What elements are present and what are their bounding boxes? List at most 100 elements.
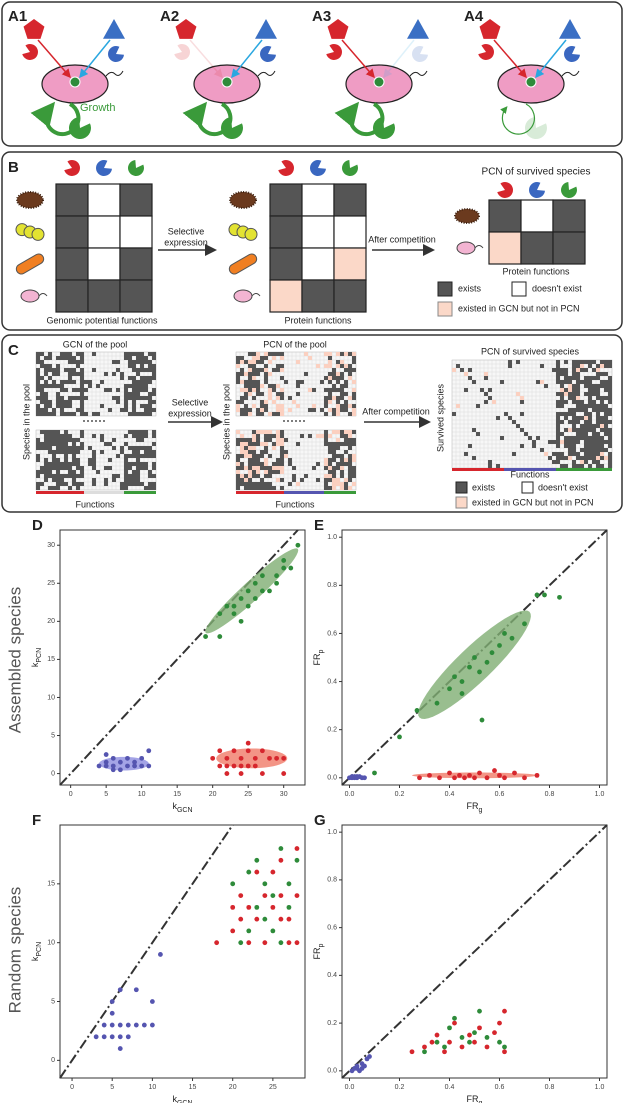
ellipsis-dot [299, 420, 301, 422]
organism [454, 208, 480, 224]
point [489, 650, 495, 656]
point [117, 1022, 123, 1028]
x-axis-title-sub: g [479, 807, 483, 814]
point [132, 759, 137, 765]
point [238, 596, 244, 601]
y-axis-title-sub: PCN [36, 942, 43, 957]
y-tick-label: 5 [51, 998, 55, 1005]
y-axis-title: kPCN [30, 648, 42, 667]
point [484, 659, 490, 665]
x-tick-label: 30 [280, 791, 288, 798]
block-title: PCN of the pool [263, 339, 327, 349]
axis-title: Species in the pool [21, 384, 31, 460]
point [477, 1008, 482, 1014]
point [281, 755, 287, 761]
y-axis-title-sub: p [318, 943, 325, 947]
point [434, 1032, 440, 1038]
point [417, 775, 422, 781]
point [231, 603, 237, 609]
point [467, 664, 472, 670]
flagellum [105, 70, 124, 77]
x-axis-title: kGCN [172, 1094, 192, 1103]
y-tick-label: 30 [47, 542, 55, 549]
point [477, 1025, 482, 1031]
point [109, 999, 115, 1004]
x-tick-label: 15 [189, 1084, 197, 1091]
x-tick-label: 0.8 [545, 1084, 555, 1091]
y-axis-title-main: k [30, 662, 40, 667]
x-tick-label: 0.6 [495, 791, 505, 798]
point [231, 748, 237, 754]
function-bar [236, 491, 284, 494]
panel-a-frame [1, 1, 623, 147]
point [252, 755, 258, 761]
point [477, 770, 482, 776]
identity-line [59, 824, 234, 1079]
point [354, 1063, 360, 1069]
y-tick-label: 0 [51, 1057, 55, 1064]
y-tick-label: 0.0 [327, 1068, 337, 1075]
panel-c-frame [1, 334, 623, 513]
organism [38, 293, 48, 297]
y-axis-title: FRp [312, 649, 324, 665]
point [294, 893, 300, 899]
legend-label: exists [458, 283, 482, 293]
row-label: Assembled species [5, 587, 24, 733]
point [231, 763, 237, 769]
point [497, 772, 502, 778]
matrix-cell [269, 183, 303, 217]
point [224, 755, 230, 761]
point [281, 771, 287, 776]
legend-swatch [437, 281, 453, 297]
point [278, 857, 284, 863]
point [459, 691, 465, 696]
point [270, 869, 276, 875]
y-axis-title: kPCN [30, 942, 42, 961]
point [101, 1022, 107, 1028]
point [238, 940, 244, 946]
protein-icon [174, 44, 190, 60]
point [245, 588, 251, 594]
ellipse [216, 748, 288, 769]
matrix-dark-cells [36, 430, 156, 490]
y-tick-label: 0.6 [327, 630, 337, 637]
y-axis-title-main: k [30, 956, 40, 961]
point [447, 1039, 452, 1045]
matrix-cell [87, 247, 121, 281]
plot-frame [341, 529, 608, 786]
legend-swatch [455, 481, 468, 494]
organism [15, 253, 45, 275]
x-axis-title-sub: g [479, 1100, 483, 1103]
caption: Genomic potential functions [46, 315, 158, 325]
matrix-cell [87, 279, 121, 313]
point [502, 775, 507, 781]
x-axis-title-sub: GCN [177, 1100, 193, 1103]
point [262, 893, 268, 899]
nutrient-icon [103, 19, 125, 39]
y-tick-label: 15 [47, 656, 55, 663]
point [502, 1044, 507, 1050]
point [125, 763, 130, 769]
point [457, 772, 462, 778]
point [278, 940, 284, 946]
y-axis-title-main: FR [312, 653, 322, 665]
matrix-cell [119, 215, 153, 249]
x-tick-label: 0.8 [545, 791, 555, 798]
point [286, 940, 292, 946]
matrix-cell [119, 279, 153, 313]
legend-label: existed in GCN but not in PCN [472, 497, 594, 507]
organism [251, 293, 261, 297]
point [230, 881, 236, 887]
point [502, 1008, 507, 1014]
organism [20, 289, 40, 303]
point [467, 1039, 472, 1045]
y-axis-title-sub: p [318, 649, 325, 653]
point [286, 916, 292, 922]
point [534, 592, 540, 598]
x-axis-title: FRg [467, 801, 483, 813]
nucleus [373, 76, 385, 88]
protein-icon [478, 43, 494, 60]
matrix-cell [269, 279, 303, 313]
ellipsis-dot [95, 420, 97, 422]
point [459, 1044, 465, 1050]
